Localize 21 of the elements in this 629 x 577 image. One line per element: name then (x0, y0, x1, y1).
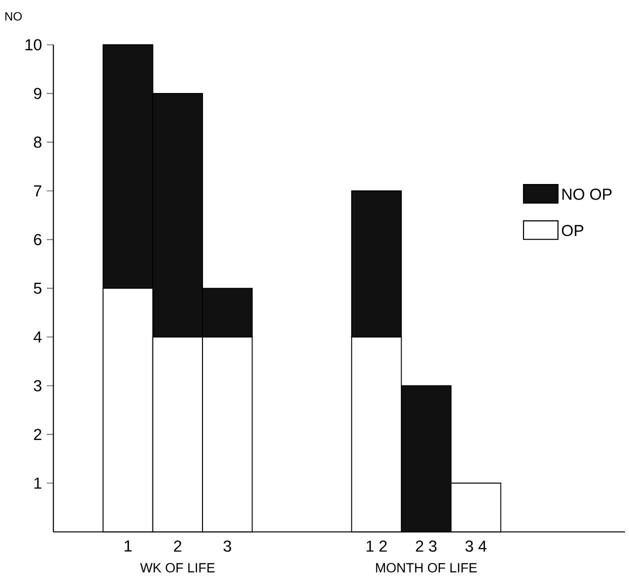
x-tick-label: 3 (224, 540, 232, 552)
y-tick-label: 6 (34, 234, 42, 246)
y-tick-label: 1 (34, 478, 42, 489)
y-tick-label: 8 (34, 136, 42, 148)
legend-label: OP (562, 224, 584, 236)
y-tick-label: 3 (34, 380, 42, 392)
x-tick-label: 1 2 (366, 540, 387, 552)
x-tick-label: 3 4 (465, 540, 486, 552)
x-tick-label: 2 3 (416, 540, 437, 552)
legend-label: NO OP (562, 188, 612, 200)
text: WK OF LIFE (140, 563, 215, 572)
y-axis-title: NO (5, 12, 22, 21)
x-tick-label: 2 (174, 540, 182, 552)
y-tick-label: 7 (34, 185, 42, 196)
y-tick-label: 10 (26, 39, 42, 50)
y-tick-label: 5 (34, 282, 42, 294)
y-tick-label: 4 (34, 332, 42, 343)
y-tick-label: 9 (34, 88, 42, 100)
x-tick-label: 1 (124, 540, 132, 552)
y-tick-label: 2 (34, 428, 42, 440)
text: MONTH OF LIFE (376, 563, 477, 572)
